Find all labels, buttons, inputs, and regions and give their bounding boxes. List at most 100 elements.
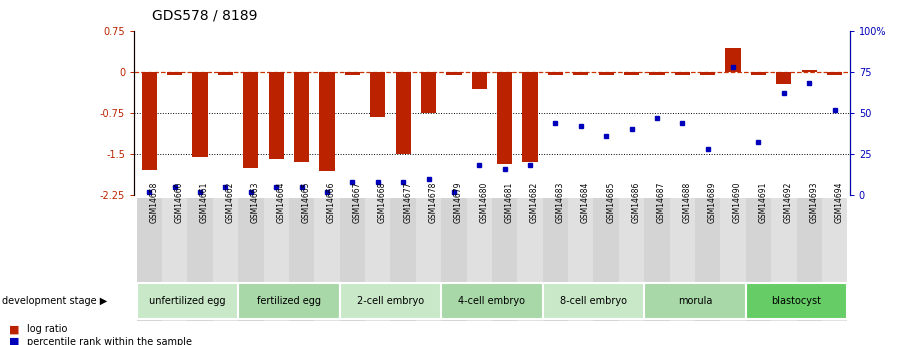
Bar (746, 198, 771, 321)
Bar (447, 72, 461, 75)
Text: GDS578 / 8189: GDS578 / 8189 (152, 8, 257, 22)
Text: GSM14661: GSM14661 (200, 181, 209, 223)
Bar (593, 198, 619, 321)
Bar (751, 72, 766, 75)
Bar (213, 198, 238, 321)
Bar (345, 72, 360, 75)
Text: GSM14663: GSM14663 (251, 181, 260, 223)
Bar (548, 72, 563, 75)
Bar (568, 198, 593, 321)
Text: GSM14660: GSM14660 (175, 181, 184, 223)
Bar (421, 72, 436, 113)
Bar (137, 198, 162, 321)
Text: GSM14688: GSM14688 (682, 181, 691, 223)
Bar (543, 198, 568, 321)
Text: GSM14662: GSM14662 (226, 181, 235, 223)
Bar (619, 198, 644, 321)
Bar (192, 72, 207, 157)
Text: GSM14680: GSM14680 (479, 181, 488, 223)
Text: blastocyst: blastocyst (772, 296, 822, 306)
Bar (167, 72, 182, 75)
Text: GSM14677: GSM14677 (403, 181, 412, 223)
Bar (675, 72, 690, 75)
Bar (289, 198, 314, 321)
Text: GSM14666: GSM14666 (327, 181, 336, 223)
Bar (700, 72, 716, 75)
Bar (695, 198, 720, 321)
Text: 4-cell embryo: 4-cell embryo (458, 296, 525, 306)
Text: GSM14664: GSM14664 (276, 181, 285, 223)
Text: 8-cell embryo: 8-cell embryo (560, 296, 627, 306)
Text: GSM14667: GSM14667 (352, 181, 361, 223)
Bar (573, 72, 588, 75)
Text: unfertilized egg: unfertilized egg (149, 296, 226, 306)
Bar (320, 72, 334, 171)
Text: GSM14689: GSM14689 (708, 181, 717, 223)
FancyBboxPatch shape (238, 283, 340, 319)
Bar (365, 198, 390, 321)
Bar (294, 72, 309, 162)
Bar (776, 72, 792, 84)
Bar (243, 72, 258, 168)
Text: GSM14678: GSM14678 (429, 181, 438, 223)
Bar (802, 70, 817, 72)
Text: GSM14665: GSM14665 (302, 181, 311, 223)
FancyBboxPatch shape (543, 283, 644, 319)
Text: ■: ■ (9, 337, 20, 345)
Text: GSM14681: GSM14681 (505, 181, 514, 223)
Text: GSM14690: GSM14690 (733, 181, 742, 223)
Text: GSM14686: GSM14686 (631, 181, 641, 223)
Bar (416, 198, 441, 321)
Bar (340, 198, 365, 321)
FancyBboxPatch shape (137, 283, 238, 319)
Bar (268, 72, 284, 159)
Bar (650, 72, 664, 75)
Bar (472, 72, 487, 89)
Text: GSM14692: GSM14692 (784, 181, 793, 223)
Bar (238, 198, 264, 321)
Text: GSM14683: GSM14683 (555, 181, 564, 223)
Bar (624, 72, 639, 75)
Bar (390, 198, 416, 321)
Bar (162, 198, 188, 321)
Bar (314, 198, 340, 321)
FancyBboxPatch shape (441, 283, 543, 319)
Bar (644, 198, 670, 321)
Bar (599, 72, 613, 75)
Text: fertilized egg: fertilized egg (257, 296, 321, 306)
Text: percentile rank within the sample: percentile rank within the sample (27, 337, 192, 345)
Text: log ratio: log ratio (27, 325, 68, 334)
FancyBboxPatch shape (340, 283, 441, 319)
Text: GSM14668: GSM14668 (378, 181, 387, 223)
Bar (720, 198, 746, 321)
Text: GSM14658: GSM14658 (149, 181, 159, 223)
Text: GSM14687: GSM14687 (657, 181, 666, 223)
Bar (796, 198, 822, 321)
Text: GSM14694: GSM14694 (834, 181, 843, 223)
Bar (492, 198, 517, 321)
Bar (441, 198, 467, 321)
Bar (771, 198, 796, 321)
Bar (141, 72, 157, 170)
FancyBboxPatch shape (746, 283, 847, 319)
Text: GSM14679: GSM14679 (454, 181, 463, 223)
Bar (371, 72, 385, 117)
Bar (517, 198, 543, 321)
Bar (523, 72, 537, 162)
Text: GSM14693: GSM14693 (809, 181, 818, 223)
Bar (822, 198, 847, 321)
Bar (217, 72, 233, 75)
Text: ■: ■ (9, 325, 20, 334)
Bar (467, 198, 492, 321)
Text: development stage ▶: development stage ▶ (2, 296, 107, 306)
Bar (827, 72, 843, 75)
Bar (670, 198, 695, 321)
Text: 2-cell embryo: 2-cell embryo (357, 296, 424, 306)
Text: morula: morula (678, 296, 712, 306)
Bar (264, 198, 289, 321)
Bar (188, 198, 213, 321)
Bar (497, 72, 512, 164)
Bar (726, 48, 741, 72)
Text: GSM14682: GSM14682 (530, 181, 539, 223)
Text: GSM14691: GSM14691 (758, 181, 767, 223)
